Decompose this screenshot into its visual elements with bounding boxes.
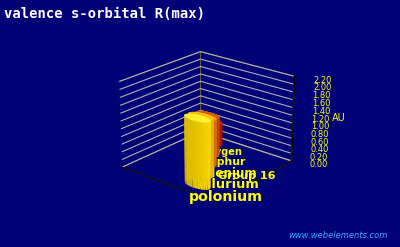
Text: www.webelements.com: www.webelements.com xyxy=(289,231,388,240)
Text: valence s-orbital R(max): valence s-orbital R(max) xyxy=(4,7,205,21)
